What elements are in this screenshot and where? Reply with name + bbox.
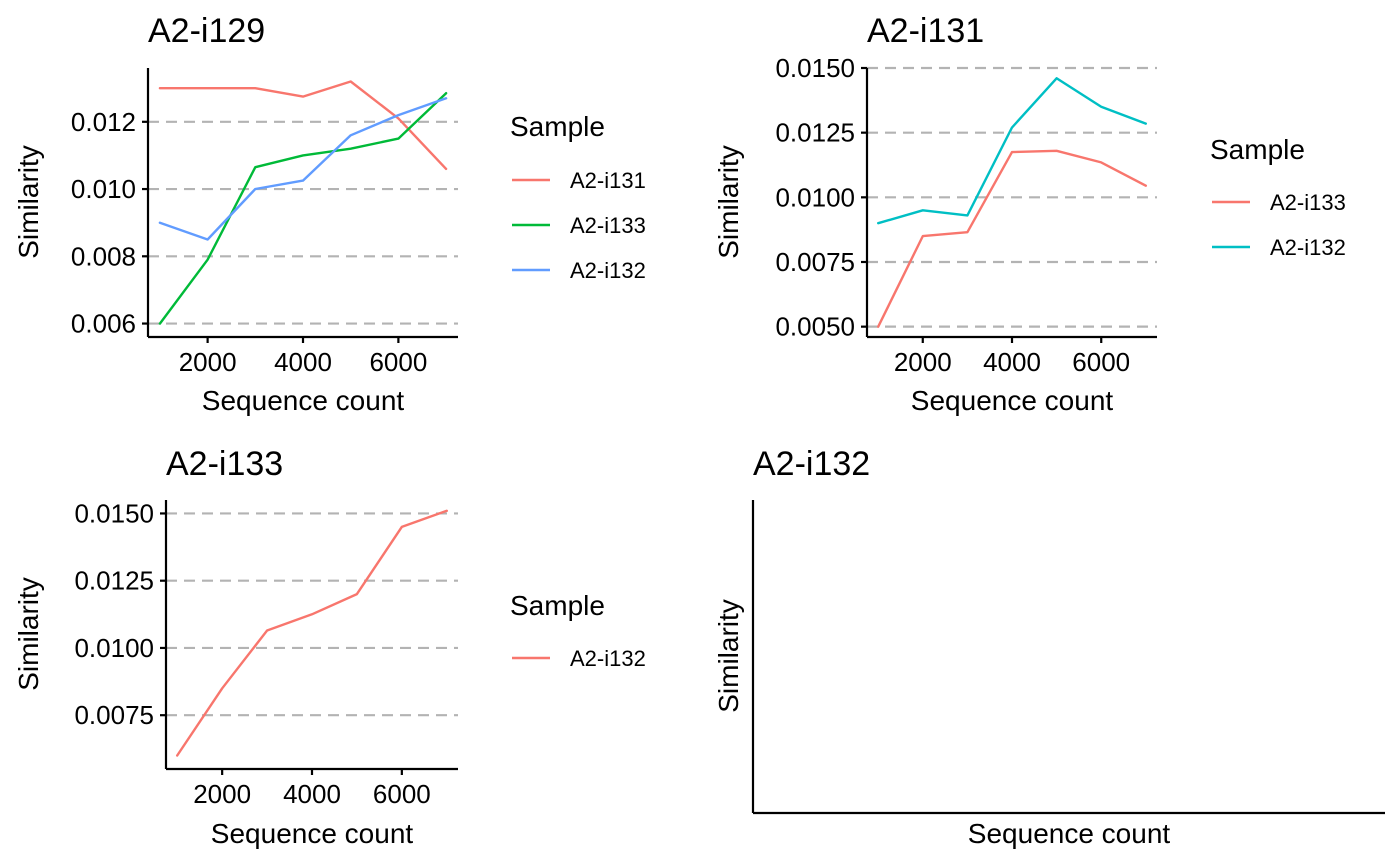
panel-title: A2-i132 xyxy=(753,445,870,483)
x-tick-label: 2000 xyxy=(894,347,952,377)
panel-title: A2-i131 xyxy=(867,12,984,50)
x-axis-title: Sequence count xyxy=(911,385,1114,416)
x-tick-label: 6000 xyxy=(373,779,431,809)
series-line-A2-i132 xyxy=(175,509,448,757)
series-line-A2-i133 xyxy=(158,91,448,325)
x-tick-label: 6000 xyxy=(1072,347,1130,377)
x-tick-label: 2000 xyxy=(179,347,237,377)
x-tick-label: 4000 xyxy=(274,347,332,377)
y-tick-label: 0.0150 xyxy=(74,498,154,528)
y-axis-title: Similarity xyxy=(713,145,744,259)
legend-title: Sample xyxy=(510,590,605,621)
y-tick-label: 0.012 xyxy=(71,107,136,137)
x-axis-title: Sequence count xyxy=(968,818,1171,849)
legend: Sample A2-i133 A2-i132 xyxy=(1210,134,1346,260)
y-tick-label: 0.010 xyxy=(71,174,136,204)
y-tick-label: 0.0075 xyxy=(775,247,855,277)
y-tick-label: 0.008 xyxy=(71,241,136,271)
chart-panel-2: A2-i131 0.0050 0.0075 0.0100 0.0125 0.0150 200… xyxy=(713,12,1346,416)
x-tick-label: 6000 xyxy=(369,347,427,377)
x-axis-title: Sequence count xyxy=(211,818,414,849)
chart-panel-1: A2-i129 0.006 0.008 0.010 0.012 2000 4000 6000 S… xyxy=(13,12,646,416)
y-axis-title: Similarity xyxy=(13,577,44,691)
x-tick-label: 4000 xyxy=(983,347,1041,377)
legend: Sample A2-i132 xyxy=(510,590,646,671)
series-line-A2-i132 xyxy=(877,77,1148,225)
legend-label: A2-i133 xyxy=(1270,190,1346,215)
y-tick-label: 0.006 xyxy=(71,309,136,339)
chart-panel-3: A2-i133 0.0075 0.0100 0.0125 0.0150 2000 4000 6… xyxy=(13,445,646,849)
legend-label: A2-i132 xyxy=(570,646,646,671)
y-tick-label: 0.0150 xyxy=(775,53,855,83)
chart-panel-4: A2-i132 Sequence count Similarity xyxy=(713,445,1385,849)
series-line-A2-i132 xyxy=(158,97,448,241)
legend-label: A2-i131 xyxy=(570,168,646,193)
y-axis-title: Similarity xyxy=(13,145,44,259)
x-axis-title: Sequence count xyxy=(202,385,405,416)
y-tick-label: 0.0075 xyxy=(74,700,154,730)
panel-title: A2-i129 xyxy=(148,12,265,50)
y-tick-label: 0.0100 xyxy=(74,633,154,663)
panel-title: A2-i133 xyxy=(166,445,283,483)
legend-label: A2-i132 xyxy=(570,258,646,283)
y-tick-label: 0.0125 xyxy=(74,566,154,596)
legend-label: A2-i133 xyxy=(570,213,646,238)
y-tick-label: 0.0125 xyxy=(775,118,855,148)
y-axis-title: Similarity xyxy=(713,599,744,713)
y-tick-label: 0.0100 xyxy=(775,182,855,212)
series-line-A2-i133 xyxy=(877,149,1148,328)
x-tick-label: 4000 xyxy=(283,779,341,809)
legend: Sample A2-i131 A2-i133 A2-i132 xyxy=(510,111,646,283)
y-tick-label: 0.0050 xyxy=(775,312,855,342)
legend-title: Sample xyxy=(510,111,605,142)
x-tick-label: 2000 xyxy=(193,779,251,809)
legend-title: Sample xyxy=(1210,134,1305,165)
legend-label: A2-i132 xyxy=(1270,235,1346,260)
series-line-A2-i131 xyxy=(158,80,448,171)
